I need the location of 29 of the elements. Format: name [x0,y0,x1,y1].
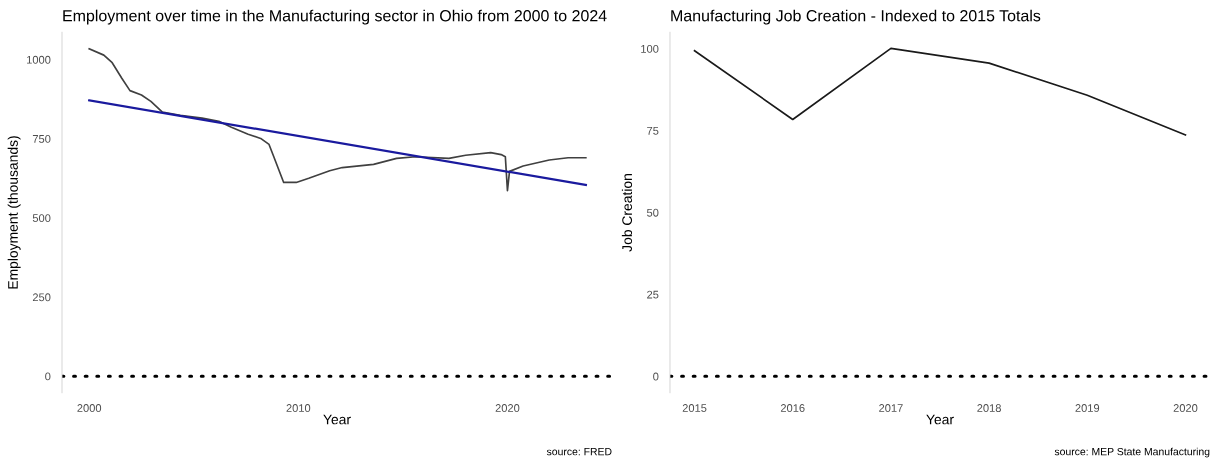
y-tick-label: 25 [647,290,659,299]
chart-title: Employment over time in the Manufacturing sector in Ohio from 2000 to 2024 [63,9,607,25]
line-series [693,47,1187,136]
x-tick-label: 2010 [286,404,311,412]
x-tick-label: 2000 [77,404,102,412]
line-series [88,47,587,192]
source-note: source: MEP State Manufacturing [1054,447,1210,458]
y-tick-label: 50 [646,208,659,217]
x-tick-label: 2020 [1173,404,1198,412]
x-tick-label: 2018 [977,404,1001,412]
x-tick-label: 2019 [1075,404,1100,412]
y-tick-label: 500 [32,214,51,223]
y-tick-label: 250 [32,293,51,302]
x-tick-label: 2016 [780,404,805,412]
y-tick-label: 750 [32,135,51,143]
y-tick-label: 1000 [27,55,51,64]
chart-title: Manufacturing Job Creation - Indexed to 2015 Totals [671,9,1041,25]
y-axis-title: Employment (thousands) [7,136,21,289]
x-axis-title: Year [926,414,954,425]
y-axis-title: Job Creation [621,174,633,252]
source-note: source: FRED [546,448,612,456]
x-axis-title: Year [323,414,351,425]
x-tick-label: 2015 [682,404,707,412]
x-tick-label: 2020 [495,404,520,412]
y-tick-label: 0 [45,372,51,381]
y-tick-label: 100 [641,44,659,53]
y-tick-label: 0 [653,372,659,381]
y-tick-label: 75 [647,127,659,135]
x-tick-label: 2017 [879,404,903,412]
